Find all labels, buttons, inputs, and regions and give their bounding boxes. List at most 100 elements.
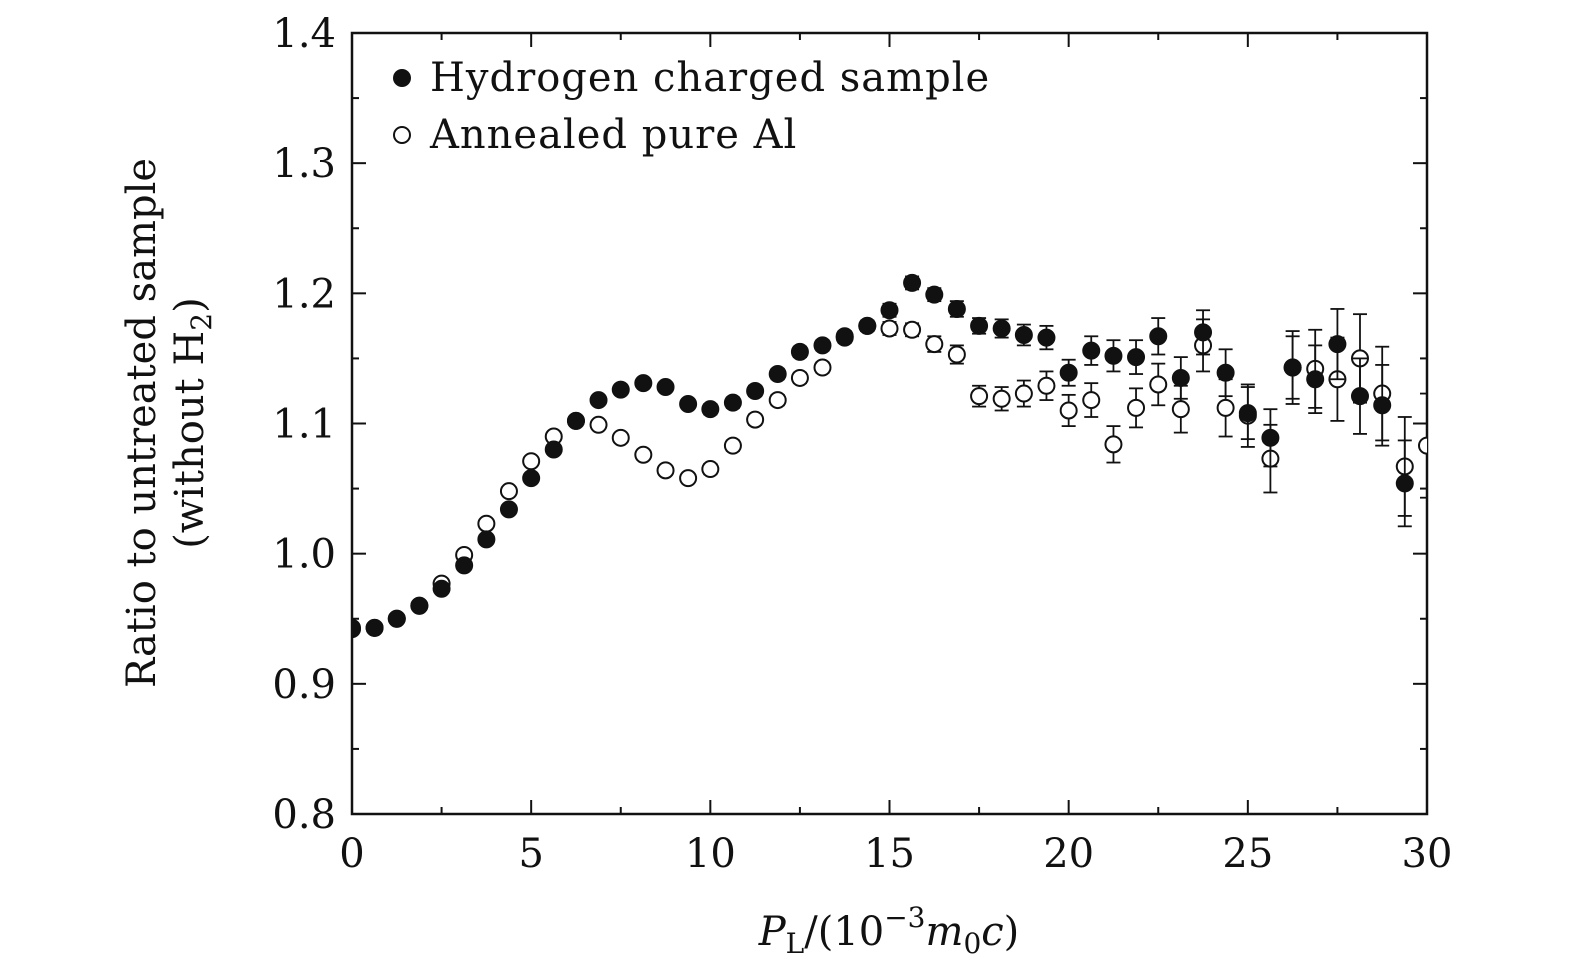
data-point-annealed <box>723 436 742 455</box>
data-point-hydrogen <box>1395 474 1414 493</box>
data-point-annealed <box>634 445 653 464</box>
data-point-hydrogen <box>352 618 361 637</box>
data-point-annealed <box>1037 376 1056 395</box>
data-point-hydrogen <box>835 327 854 346</box>
data-point-hydrogen <box>544 440 563 459</box>
data-point-annealed <box>1216 398 1235 417</box>
data-point-hydrogen <box>1014 325 1033 344</box>
data-point-hydrogen <box>611 380 630 399</box>
data-point-annealed <box>768 391 787 410</box>
data-point-hydrogen <box>1059 363 1078 382</box>
data-point-annealed <box>790 368 809 387</box>
data-point-annealed <box>1171 400 1190 419</box>
data-point-hydrogen <box>858 316 877 335</box>
data-point-hydrogen <box>1104 346 1123 365</box>
data-point-hydrogen <box>813 336 832 355</box>
data-point-hydrogen <box>499 500 518 519</box>
data-point-hydrogen <box>589 391 608 410</box>
x-axis-label: PL/(10−3m0c) <box>758 901 1020 960</box>
data-point-hydrogen <box>1216 363 1235 382</box>
data-point-hydrogen <box>1127 348 1146 367</box>
data-point-hydrogen <box>1350 387 1369 406</box>
data-point-annealed <box>746 410 765 429</box>
data-point-annealed <box>1014 384 1033 403</box>
legend: Hydrogen charged sample Annealed pure Al <box>393 55 990 158</box>
data-point-hydrogen <box>387 609 406 628</box>
data-point-hydrogen <box>790 342 809 361</box>
data-point-hydrogen <box>566 411 585 430</box>
data-point-hydrogen <box>432 579 451 598</box>
data-point-hydrogen <box>365 618 384 637</box>
data-point-annealed <box>611 428 630 447</box>
data-point-annealed <box>589 415 608 434</box>
data-point-annealed <box>947 345 966 364</box>
x-tick-label: 15 <box>864 831 915 877</box>
series-hydrogen <box>352 273 1414 637</box>
data-point-hydrogen <box>634 374 653 393</box>
data-point-annealed <box>925 335 944 354</box>
data-point-annealed <box>970 387 989 406</box>
y-tick-label: 1.4 <box>272 11 336 57</box>
y-tick-label: 0.9 <box>272 662 336 708</box>
marks <box>352 273 1427 639</box>
y-tick-label: 1.3 <box>272 141 336 187</box>
data-point-hydrogen <box>746 381 765 400</box>
data-point-hydrogen <box>679 394 698 413</box>
y-tick-label: 1.2 <box>272 271 336 317</box>
data-point-annealed <box>1149 375 1168 394</box>
data-point-annealed <box>880 319 899 338</box>
data-point-hydrogen <box>1082 341 1101 360</box>
data-point-annealed <box>1418 436 1427 455</box>
data-point-hydrogen <box>1306 370 1325 389</box>
data-point-annealed <box>679 469 698 488</box>
x-tick-label: 0 <box>339 831 364 877</box>
plot-area: 0 5 10 15 20 25 30 0.8 0.9 1.0 1.1 1.2 1.3 1.4 <box>272 11 1452 877</box>
data-point-hydrogen <box>880 301 899 320</box>
data-point-hydrogen <box>1171 368 1190 387</box>
legend-label-hydrogen: Hydrogen charged sample <box>430 55 990 101</box>
data-point-hydrogen <box>903 273 922 292</box>
data-point-hydrogen <box>477 530 496 549</box>
data-point-hydrogen <box>1283 358 1302 377</box>
data-point-annealed <box>1127 398 1146 417</box>
data-point-hydrogen <box>947 299 966 318</box>
data-point-hydrogen <box>925 285 944 304</box>
y-axis-label: Ratio to untreated sample (without H2) <box>119 158 218 688</box>
y-tick-label: 1.0 <box>272 532 336 578</box>
data-point-annealed <box>813 358 832 377</box>
x-tick-label: 25 <box>1222 831 1273 877</box>
data-point-hydrogen <box>701 400 720 419</box>
data-point-hydrogen <box>1194 323 1213 342</box>
data-point-hydrogen <box>992 319 1011 338</box>
data-point-annealed <box>522 452 541 471</box>
x-tick-label: 5 <box>518 831 543 877</box>
data-point-hydrogen <box>410 596 429 615</box>
data-point-annealed <box>992 389 1011 408</box>
data-point-hydrogen <box>1149 327 1168 346</box>
y-tick-label: 0.8 <box>272 792 336 838</box>
data-point-hydrogen <box>768 365 787 384</box>
data-point-annealed <box>1082 391 1101 410</box>
data-point-hydrogen <box>656 378 675 397</box>
legend-marker-hydrogen <box>393 69 411 87</box>
data-point-annealed <box>1059 401 1078 420</box>
y-axis-label-line2: (without H2) <box>167 297 218 548</box>
y-axis-label-line1: Ratio to untreated sample <box>119 158 165 688</box>
data-point-hydrogen <box>1037 328 1056 347</box>
data-point-annealed <box>499 482 518 501</box>
legend-marker-annealed <box>393 126 411 144</box>
data-point-hydrogen <box>1328 335 1347 354</box>
data-point-annealed <box>1104 435 1123 454</box>
x-tick-label: 30 <box>1402 831 1453 877</box>
data-point-annealed <box>477 514 496 533</box>
data-point-hydrogen <box>455 556 474 575</box>
data-point-annealed <box>903 320 922 339</box>
data-point-annealed <box>656 461 675 480</box>
data-point-hydrogen <box>970 316 989 335</box>
x-tick-label: 20 <box>1043 831 1094 877</box>
data-point-hydrogen <box>522 469 541 488</box>
legend-label-annealed: Annealed pure Al <box>429 112 797 158</box>
data-point-hydrogen <box>723 393 742 412</box>
data-point-annealed <box>701 460 720 479</box>
